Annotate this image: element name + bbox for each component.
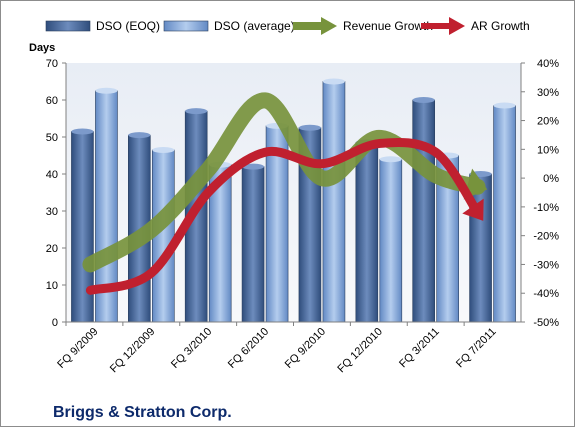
- legend-label-ar-growth: AR Growth: [471, 19, 530, 33]
- legend-swatch-dso-eoq: [45, 20, 91, 32]
- y-right-tick-label: -50%: [533, 317, 559, 329]
- bar-top-dso-eoq: [242, 163, 265, 170]
- bar-top-dso-average: [152, 146, 175, 153]
- y-left-tick-label: 40: [46, 169, 58, 181]
- y-right-tick-label: 30%: [537, 87, 559, 99]
- bar-dso-eoq: [412, 99, 435, 323]
- arrowhead-ar-growth: [462, 198, 484, 221]
- footer-title: Briggs & Stratton Corp.: [53, 404, 232, 421]
- bar-top-dso-eoq: [298, 124, 321, 131]
- bar-dso-average: [493, 105, 516, 323]
- y-right-tick-label: -20%: [533, 231, 559, 243]
- y-left-tick-label: 0: [52, 317, 58, 329]
- y-left-tick-label: 30: [46, 206, 58, 218]
- legend-arrow-ar-growth: [449, 17, 465, 35]
- y-left-tick-label: 70: [46, 58, 58, 70]
- y-left-ticks: 0 10 20 30 40 50 60 70: [46, 58, 66, 329]
- x-category-label: FQ 9/2009: [55, 326, 100, 371]
- y-right-tick-label: -40%: [533, 288, 559, 300]
- bar-top-dso-eoq: [128, 132, 151, 139]
- y-right-tick-label: 40%: [537, 58, 559, 70]
- x-category-label: FQ 12/2010: [335, 326, 385, 376]
- lines: [82, 92, 488, 295]
- line-ar-growth: [85, 137, 483, 295]
- bar-top-dso-average: [322, 78, 345, 85]
- bar-top-dso-eoq: [185, 108, 208, 115]
- y-right-tick-label: 10%: [537, 144, 559, 156]
- bar-dso-average: [379, 158, 403, 323]
- bar-top-dso-eoq: [412, 97, 435, 103]
- x-category-label: FQ 9/2010: [283, 326, 328, 371]
- bar-dso-eoq: [355, 142, 379, 323]
- y-left-tick-label: 20: [46, 243, 58, 255]
- bar-dso-eoq: [241, 166, 265, 323]
- y-right-tick-label: 20%: [537, 116, 559, 128]
- x-category-label: FQ 3/2011: [397, 326, 442, 371]
- x-category-label: FQ 6/2010: [226, 326, 271, 371]
- legend-label-dso-eoq: DSO (EOQ): [96, 19, 160, 33]
- x-category-label: FQ 12/2009: [108, 326, 158, 376]
- bar-top-dso-average: [95, 87, 118, 94]
- legend-label-revenue-growth: Revenue Growth: [343, 19, 433, 33]
- bar-top-dso-average: [493, 102, 516, 109]
- y-left-tick-label: 50: [46, 132, 58, 144]
- y-left-tick-label: 10: [46, 280, 58, 292]
- line-revenue-growth: [82, 92, 486, 273]
- legend-arrow-revenue-growth: [321, 17, 337, 35]
- legend: DSO (EOQ) DSO (average) Revenue Growth AR G…: [45, 17, 530, 35]
- bar-top-dso-average: [379, 156, 402, 163]
- bar-dso-average: [322, 81, 346, 323]
- y-left-tick-label: 60: [46, 95, 58, 107]
- legend-swatch-dso-average: [163, 20, 209, 32]
- bar-top-dso-eoq: [71, 128, 94, 135]
- y-right-tick-label: -10%: [533, 202, 559, 214]
- x-category-label: FQ 7/2011: [454, 326, 499, 371]
- legend-label-dso-average: DSO (average): [214, 19, 295, 33]
- y-right-tick-label: 0%: [543, 173, 559, 185]
- y-axis-title: Days: [29, 42, 55, 54]
- y-right-ticks: -50% -40% -30% -20% -10% 0% 10% 20% 30% 40%: [521, 58, 559, 329]
- y-right-tick-label: -30%: [533, 259, 559, 271]
- x-category-label: FQ 3/2010: [169, 326, 214, 371]
- x-category-labels: FQ 9/2009 FQ 12/2009 FQ 3/2010 FQ 6/2010 FQ …: [55, 322, 499, 376]
